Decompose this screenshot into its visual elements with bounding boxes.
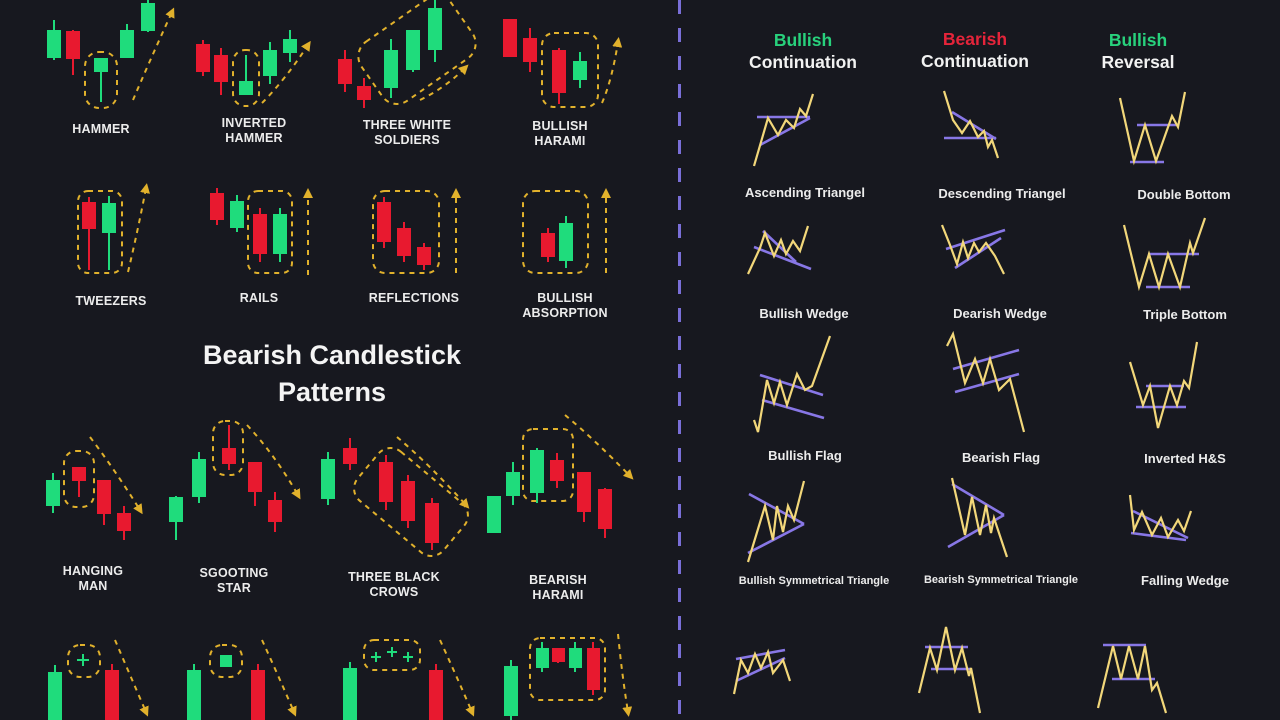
reflections-candles <box>372 188 461 274</box>
label-bullish-wedge: Bullish Wedge <box>759 306 849 321</box>
shooting-star-candles <box>169 420 301 540</box>
column-type: Reversal <box>1101 52 1175 72</box>
falling-wedge-pattern <box>1128 494 1193 542</box>
label-ascending-triangle: Ascending Triangel <box>745 185 865 200</box>
bullish-absorption-candles <box>522 188 611 274</box>
double-bottom-pattern <box>1118 91 1187 166</box>
column-header-bullish-continuation: Bullish Continuation <box>749 29 857 73</box>
bearish-section-title-line2: Patterns <box>277 377 387 407</box>
bullish-harami-candles <box>503 19 623 108</box>
caption-three-black-crows: THREE BLACK CROWS <box>348 570 440 599</box>
ascending-triangle-pattern <box>752 93 815 167</box>
caption-inverted-hammer: INVERTED HAMMER <box>221 116 287 145</box>
caption-hammer: HAMMER <box>72 122 130 136</box>
column-header-bearish-continuation: Bearish Continuation <box>921 28 1029 72</box>
bearish-section-title-line1: Bearish Candlestick <box>202 340 462 370</box>
caption-rails: RAILS <box>239 291 279 305</box>
triple-bottom-pattern <box>1122 217 1207 292</box>
label-bullish-flag: Bullish Flag <box>768 448 842 463</box>
column-type: Continuation <box>921 51 1029 71</box>
label-bearish-wedge: Dearish Wedge <box>953 306 1047 321</box>
label-inverted-hs: Inverted H&S <box>1144 451 1226 466</box>
descending-triangle-pattern <box>942 90 1000 159</box>
triple-top-pattern <box>1096 643 1168 714</box>
label-double-bottom: Double Bottom <box>1137 187 1231 202</box>
hammer-candles <box>47 0 175 109</box>
three-black-crows-candles <box>321 436 470 557</box>
panel-divider <box>678 0 681 720</box>
three-white-soldiers-candles <box>338 0 477 108</box>
bullish-symmetrical-triangle-pattern <box>746 480 806 563</box>
column-tone: Bearish <box>942 29 1008 49</box>
bearish-symmetrical-triangle-pattern <box>947 477 1009 558</box>
tweezers-candles <box>77 183 150 274</box>
column-tone: Bullish <box>1108 30 1168 50</box>
column-type: Continuation <box>749 52 857 72</box>
label-bearish-flag: Bearish Flag <box>961 450 1041 465</box>
inverted-hammer-candles <box>196 30 311 107</box>
inverted-head-shoulders-pattern <box>1128 341 1199 429</box>
caption-bullish-absorption: BULLISH ABSORPTION <box>522 291 608 320</box>
label-triple-bottom: Triple Bottom <box>1143 307 1227 322</box>
caption-shooting-star: SGOOTING STAR <box>199 566 269 595</box>
column-tone: Bullish <box>773 30 833 50</box>
column-header-bullish-reversal: Bullish Reversal <box>1102 29 1175 73</box>
rising-wedge-pattern <box>732 648 792 695</box>
caption-hanging-man: HANGING MAN <box>62 564 124 593</box>
bottom-row-candles <box>48 633 633 720</box>
head-and-shoulders-pattern <box>917 626 982 714</box>
label-bullish-symmetrical-triangle: Bullish Symmetrical Triangle <box>738 575 890 587</box>
caption-bullish-harami: BULLISH HARAMI <box>532 119 588 148</box>
label-bearish-symmetrical-triangle: Bearish Symmetrical Triangle <box>923 574 1079 586</box>
bearish-harami-candles <box>487 414 634 538</box>
caption-bearish-harami: BEARISH HARAMI <box>529 573 587 602</box>
caption-tweezers: TWEEZERS <box>75 294 147 308</box>
bullish-wedge-pattern <box>747 225 812 275</box>
bullish-flag-pattern <box>752 335 832 433</box>
bearish-section-title: Bearish Candlestick Patterns <box>203 337 461 411</box>
caption-three-white-soldiers: THREE WHITE SOLDIERS <box>362 118 452 147</box>
bearish-flag-pattern <box>946 330 1026 433</box>
label-descending-triangle: Descending Triangel <box>938 186 1066 201</box>
label-falling-wedge: Falling Wedge <box>1141 573 1229 588</box>
bearish-wedge-pattern <box>940 224 1006 275</box>
hanging-man-candles <box>46 436 143 540</box>
caption-reflections: REFLECTIONS <box>368 291 460 305</box>
rails-candles <box>210 188 313 275</box>
